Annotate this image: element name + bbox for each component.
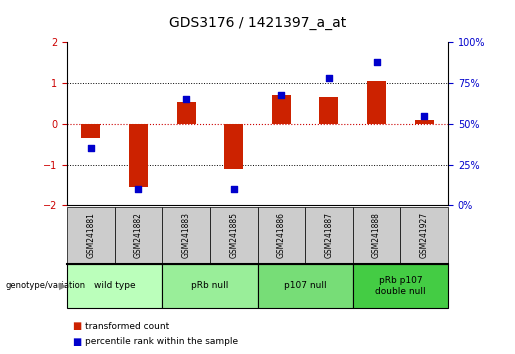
Text: p107 null: p107 null [284,281,327,290]
Text: genotype/variation: genotype/variation [5,281,85,290]
Text: ■: ■ [72,321,81,331]
Point [87,145,95,151]
Point [230,186,238,192]
Text: GSM241881: GSM241881 [87,212,95,258]
Bar [177,102,196,124]
Text: percentile rank within the sample: percentile rank within the sample [85,337,238,346]
Text: pRb null: pRb null [191,281,229,290]
Point [420,113,428,119]
Text: GSM241885: GSM241885 [229,212,238,258]
Text: pRb p107
double null: pRb p107 double null [375,276,426,296]
Bar [129,124,148,187]
Text: GSM241927: GSM241927 [420,212,428,258]
Bar [272,96,291,124]
Text: ▶: ▶ [59,281,67,291]
Text: transformed count: transformed count [85,322,169,331]
Bar [81,124,100,138]
Bar [367,81,386,124]
Text: GSM241888: GSM241888 [372,212,381,258]
Text: GSM241887: GSM241887 [324,212,333,258]
Bar [319,97,338,124]
Point [182,97,190,102]
Point [134,186,143,192]
Point [277,92,285,97]
Text: GSM241882: GSM241882 [134,212,143,258]
Bar [224,124,243,169]
Point [325,75,333,81]
Text: GSM241886: GSM241886 [277,212,286,258]
Text: wild type: wild type [94,281,135,290]
Bar [415,120,434,124]
Text: GDS3176 / 1421397_a_at: GDS3176 / 1421397_a_at [169,16,346,30]
Text: ■: ■ [72,337,81,347]
Point [372,59,381,65]
Text: GSM241883: GSM241883 [182,212,191,258]
